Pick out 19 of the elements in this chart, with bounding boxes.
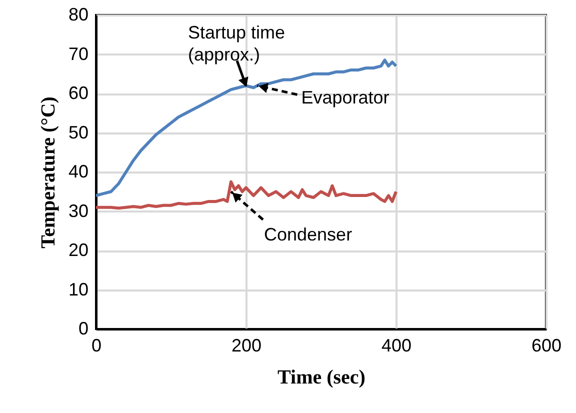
y-tick-label: 30 (68, 200, 88, 221)
y-tick-label: 20 (68, 240, 88, 260)
y-tick-label: 40 (68, 162, 88, 182)
y-tick-label: 80 (68, 4, 88, 24)
x-tick-label: 0 (91, 336, 102, 356)
y-axis-title: Temperature (°C) (37, 96, 60, 248)
y-tick-label: 0 (78, 318, 88, 338)
y-tick-label: 70 (68, 44, 88, 64)
annotation: Evaporator (301, 88, 390, 108)
y-tick-label: 50 (68, 122, 88, 142)
x-tick-label: 200 (231, 336, 262, 356)
x-tick-label: 400 (381, 336, 412, 356)
line-series (96, 180, 398, 210)
annotation: Condenser (264, 224, 352, 245)
y-tick-label: 60 (68, 83, 88, 103)
annotation: Startup time (approx.) (188, 22, 286, 65)
y-tick-label: 10 (68, 279, 88, 300)
x-axis-title: Time (sec) (278, 366, 366, 388)
x-tick-label: 600 (531, 336, 562, 356)
